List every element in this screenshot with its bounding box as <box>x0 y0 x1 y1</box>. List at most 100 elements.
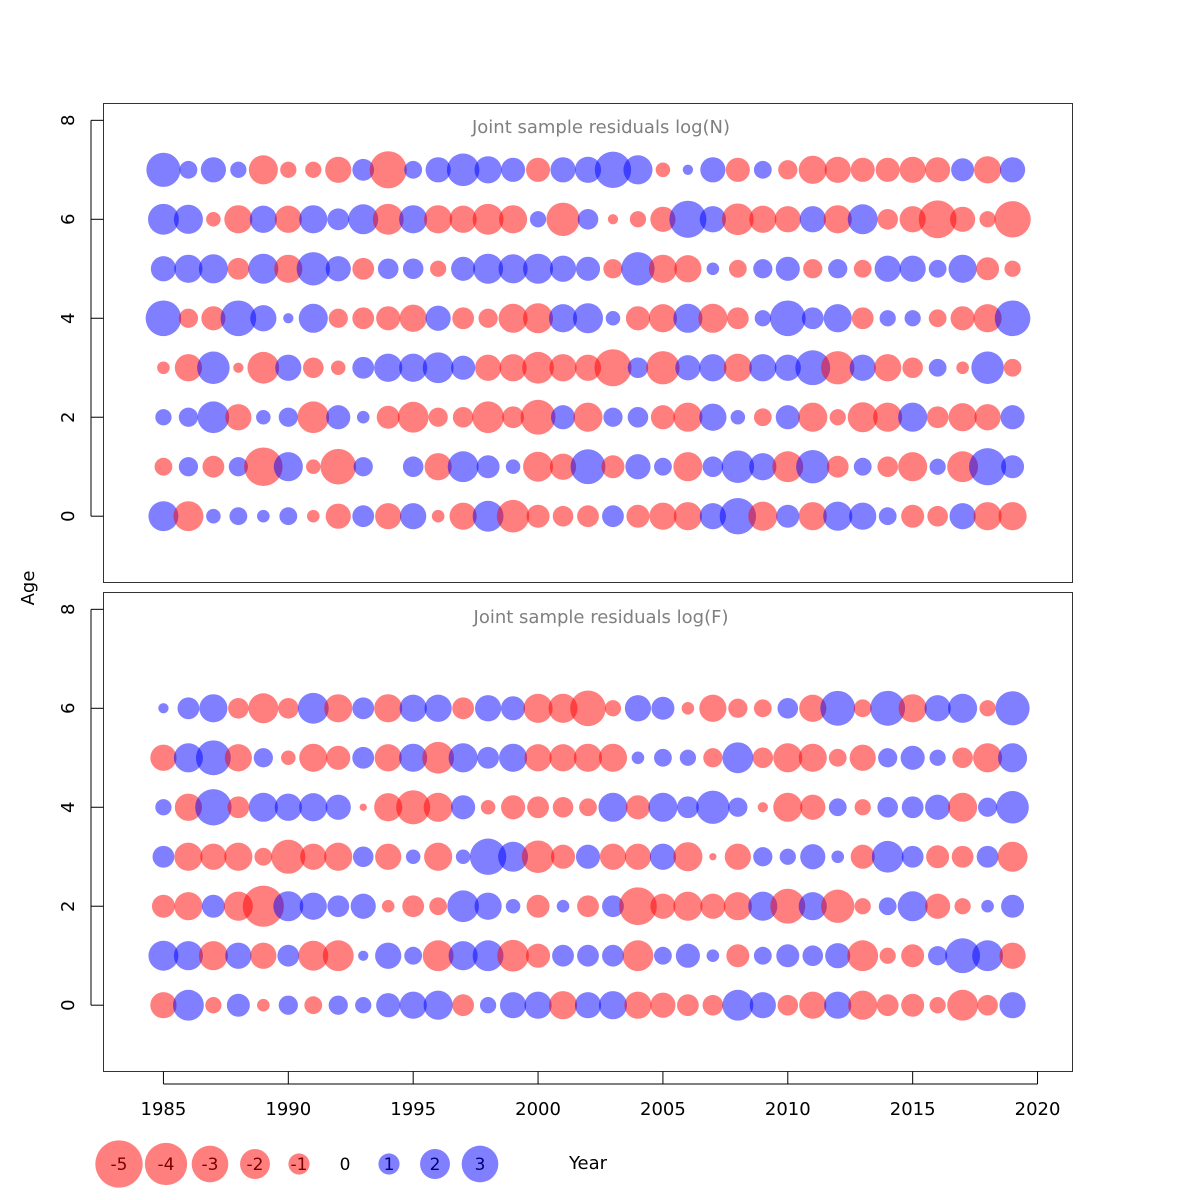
residual-bubble <box>873 402 903 432</box>
panel-log-f-frame <box>103 592 1073 1072</box>
residual-bubble <box>283 313 294 324</box>
residual-bubble <box>399 694 427 722</box>
residual-bubble <box>748 501 778 531</box>
residual-bubble <box>523 253 554 284</box>
residual-bubble <box>901 944 925 968</box>
residual-bubble <box>524 744 552 772</box>
residual-bubble <box>952 747 973 769</box>
legend-label: -4 <box>158 1155 175 1175</box>
residual-bubble <box>352 505 375 528</box>
residual-bubble <box>397 401 429 433</box>
residual-bubble <box>520 399 556 435</box>
residual-bubble <box>570 690 606 727</box>
residual-bubble <box>956 361 969 375</box>
residual-bubble <box>947 989 979 1021</box>
residual-bubble <box>250 942 277 969</box>
residual-bubble <box>248 693 279 724</box>
residual-bubble <box>951 158 975 182</box>
residual-bubble <box>498 254 528 284</box>
residual-bubble <box>775 256 800 281</box>
y-tick-label: 8 <box>58 604 79 615</box>
residual-bubble <box>700 157 726 183</box>
residual-bubble <box>399 353 428 382</box>
residual-bubble <box>954 898 971 915</box>
residual-bubble <box>994 201 1031 238</box>
residual-bubble <box>430 260 447 277</box>
residual-bubble <box>476 455 500 479</box>
residual-bubble <box>877 796 898 818</box>
residual-bubble <box>927 505 948 527</box>
residual-bubble <box>525 943 551 968</box>
residual-bubble <box>422 352 454 384</box>
residual-bubble <box>730 409 746 425</box>
residual-bubble <box>352 846 374 868</box>
residual-bubble <box>374 353 403 382</box>
residual-bubble <box>850 157 875 182</box>
residual-bubble <box>304 996 323 1015</box>
residual-bubble <box>926 406 949 429</box>
residual-bubble <box>173 941 203 971</box>
residual-bubble <box>878 897 897 916</box>
residual-bubble <box>831 850 845 864</box>
residual-bubble <box>799 694 827 722</box>
residual-bubble <box>150 992 177 1019</box>
residual-bubble <box>248 155 278 185</box>
residual-bubble <box>498 205 528 234</box>
residual-bubble <box>377 258 399 280</box>
residual-bubble <box>996 790 1029 824</box>
residual-bubble <box>178 457 199 477</box>
residual-bubble <box>152 845 175 868</box>
residual-bubble <box>928 358 947 377</box>
residual-bubble <box>274 793 302 821</box>
residual-bubble <box>673 303 703 333</box>
residual-bubble <box>474 354 502 381</box>
residual-bubble <box>298 303 328 333</box>
residual-bubble <box>829 409 846 426</box>
residual-bubble <box>306 509 320 523</box>
residual-bubble <box>325 256 351 282</box>
y-tick-label: 2 <box>58 411 79 422</box>
residual-bubble <box>721 203 754 236</box>
residual-bubble <box>300 843 327 870</box>
residual-bubble <box>823 304 852 333</box>
residual-bubble <box>274 254 303 283</box>
residual-bubble <box>901 993 925 1017</box>
residual-bubble <box>594 151 632 188</box>
residual-bubble <box>623 155 653 185</box>
residual-bubble <box>225 942 252 969</box>
residual-bubble <box>227 257 250 280</box>
residual-bubble <box>925 157 951 183</box>
residual-bubble <box>870 690 906 726</box>
residual-bubble <box>621 252 655 286</box>
residual-bubble <box>948 403 977 432</box>
residual-bubble <box>853 457 872 476</box>
residual-bubble <box>299 205 328 234</box>
residual-bubble <box>233 362 244 373</box>
residual-bubble <box>356 410 370 424</box>
residual-bubble <box>795 350 831 386</box>
residual-bubble <box>627 357 649 379</box>
residual-bubble <box>522 351 554 384</box>
residual-bubble <box>901 504 925 528</box>
residual-bubble <box>650 405 675 430</box>
residual-bubble <box>926 845 950 869</box>
residual-bubble <box>769 300 806 337</box>
legend-label: -1 <box>291 1155 308 1175</box>
residual-bubble <box>174 254 203 283</box>
residual-bubble <box>521 840 555 874</box>
residual-bubble <box>801 307 824 330</box>
residual-bubble <box>376 306 401 331</box>
residual-bubble <box>753 408 772 427</box>
residual-bubble <box>352 697 375 720</box>
legend-label: -5 <box>111 1155 128 1175</box>
residual-bubble <box>280 161 297 178</box>
residual-bubble <box>325 156 352 183</box>
residual-bubble <box>726 944 750 968</box>
residual-bubble <box>325 794 351 820</box>
residual-bubble <box>995 691 1030 726</box>
residual-bubble <box>654 946 672 965</box>
residual-bubble <box>624 695 652 722</box>
residual-bubble <box>824 991 852 1019</box>
legend: -5 -4 -3 -2 -1 0 1 2 3 <box>95 1140 499 1188</box>
residual-bubble <box>854 799 871 816</box>
